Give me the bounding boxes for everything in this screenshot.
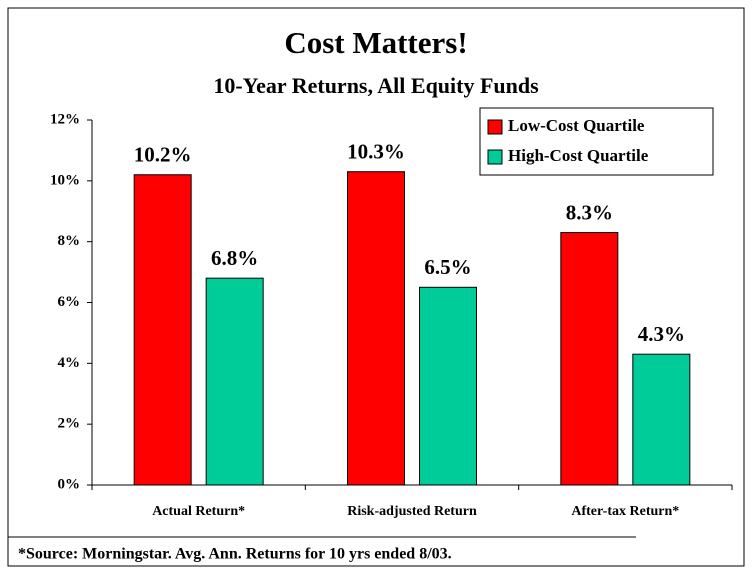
y-tick-label: 0%: [58, 476, 81, 492]
x-tick-label: After-tax Return*: [571, 504, 679, 519]
bar: [205, 277, 264, 486]
y-tick-label: 2%: [58, 416, 81, 432]
bar: [419, 286, 477, 486]
value-label: 6.8%: [211, 246, 258, 270]
value-label: 8.3%: [566, 200, 613, 224]
x-tick-label: Actual Return*: [152, 504, 245, 519]
value-label: 10.3%: [347, 140, 405, 164]
chart-subtitle: 10-Year Returns, All Equity Funds: [213, 73, 539, 98]
y-tick-label: 12%: [50, 111, 80, 127]
y-tick-label: 8%: [58, 233, 81, 249]
footnote: *Source: Morningstar. Avg. Ann. Returns …: [18, 546, 452, 563]
value-label: 6.5%: [424, 255, 471, 279]
legend-label: Low-Cost Quartile: [508, 116, 645, 135]
x-tick-label: Risk-adjusted Return: [347, 504, 477, 519]
y-tick-label: 10%: [50, 172, 80, 188]
bar: [560, 232, 619, 486]
value-label: 4.3%: [638, 322, 685, 346]
bar: [632, 353, 691, 486]
bar: [133, 174, 192, 486]
value-label: 10.2%: [134, 143, 192, 167]
y-tick-label: 4%: [58, 355, 81, 371]
legend-swatch: [487, 149, 503, 165]
legend-swatch: [487, 119, 503, 135]
bar: [347, 171, 405, 486]
y-tick-label: 6%: [58, 294, 81, 310]
chart-title: Cost Matters!: [284, 25, 467, 60]
legend-label: High-Cost Quartile: [508, 146, 649, 165]
legend-box: [479, 107, 714, 176]
